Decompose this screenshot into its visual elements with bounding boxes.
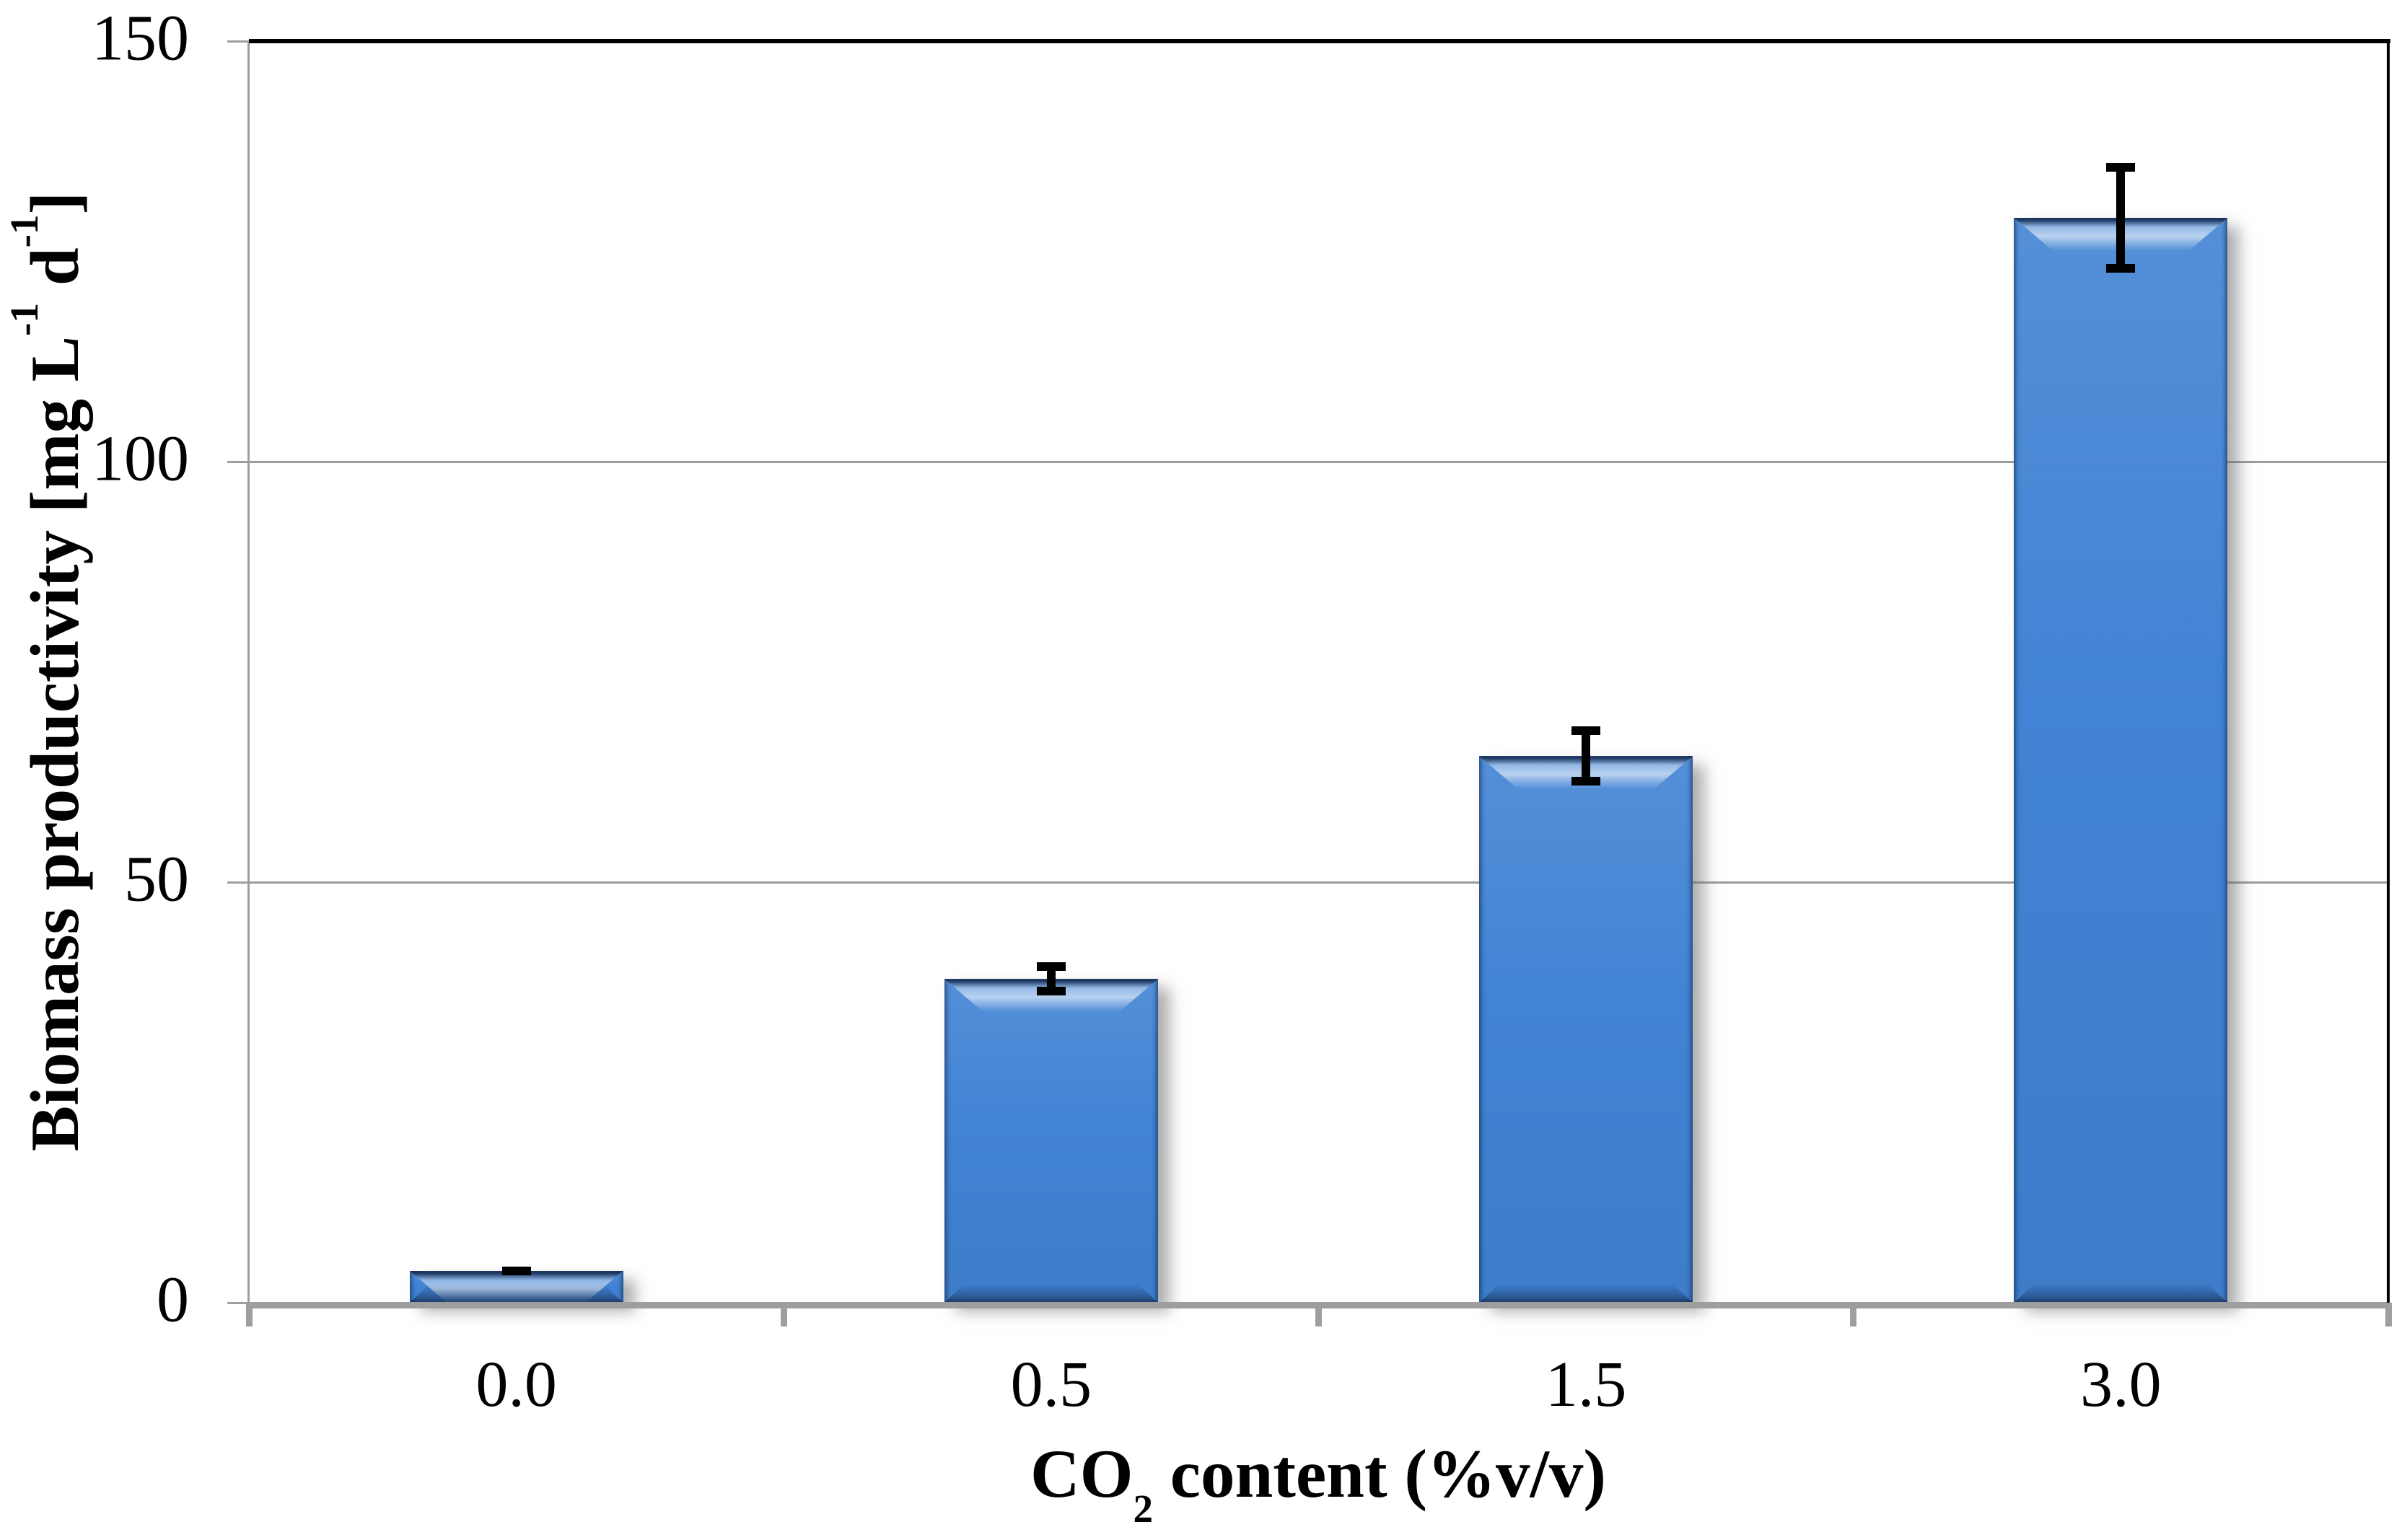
gridline-50 xyxy=(249,881,2388,884)
bar-0.0 xyxy=(409,1270,623,1303)
x-tick-1 xyxy=(780,1303,787,1326)
x-tick-3 xyxy=(1850,1303,1857,1326)
error-bar-line xyxy=(1582,726,1591,786)
y-axis-title-text: ] xyxy=(17,191,93,215)
x-tick-0 xyxy=(245,1303,253,1326)
error-bar-cap-bot xyxy=(2106,263,2136,273)
error-bar-line xyxy=(2116,163,2126,273)
error-bar-0.0 xyxy=(501,1266,531,1275)
y-tick-100 xyxy=(227,460,249,463)
error-bar-cap-bot xyxy=(1036,987,1066,996)
error-bar-cap-bot xyxy=(501,1266,531,1275)
x-tick-label-0.5: 0.5 xyxy=(1010,1349,1092,1420)
x-tick-label-3.0: 3.0 xyxy=(2080,1349,2162,1420)
error-bar-0.5 xyxy=(1036,962,1066,996)
y-tick-label-50: 50 xyxy=(124,843,189,915)
y-axis-title-text: d xyxy=(17,247,93,303)
x-tick-label-0.0: 0.0 xyxy=(475,1349,557,1420)
error-bar-cap-bot xyxy=(1571,776,1601,786)
x-tick-4 xyxy=(2385,1303,2392,1326)
y-tick-label-100: 100 xyxy=(92,423,189,495)
error-bar-1.5 xyxy=(1571,726,1601,786)
error-bar-cap-top xyxy=(1036,962,1066,971)
error-bar-3.0 xyxy=(2106,163,2136,273)
y-tick-50 xyxy=(227,881,249,884)
x-axis-title-subscript: 2 xyxy=(1133,1487,1154,1531)
bar-3.0 xyxy=(2014,217,2228,1303)
y-axis-line xyxy=(247,41,250,1309)
y-axis-title-superscript: -1 xyxy=(2,214,47,248)
gridline-100 xyxy=(249,460,2388,463)
x-tick-2 xyxy=(1315,1303,1322,1326)
x-tick-label-1.5: 1.5 xyxy=(1545,1349,1627,1420)
y-tick-0 xyxy=(227,1301,249,1304)
y-axis-title: Biomass productivity [mg L-1 d-1] xyxy=(2,191,95,1151)
plot-frame-top-border xyxy=(249,39,2390,43)
y-tick-label-150: 150 xyxy=(92,2,189,74)
x-axis-title-text: CO xyxy=(1030,1435,1134,1512)
y-tick-label-0: 0 xyxy=(157,1264,189,1336)
error-bar-cap-top xyxy=(2106,163,2136,172)
x-axis-line xyxy=(249,1302,2388,1308)
x-axis-title: CO2 content (%v/v) xyxy=(1030,1434,1606,1528)
y-tick-150 xyxy=(227,40,249,43)
plot-frame-right-border xyxy=(2387,41,2390,1303)
bar-0.5 xyxy=(944,979,1158,1303)
x-axis-title-text: content (%v/v) xyxy=(1153,1435,1606,1512)
y-axis-title-superscript: -1 xyxy=(2,302,47,336)
error-bar-cap-top xyxy=(1571,726,1601,736)
bar-1.5 xyxy=(1479,756,1693,1303)
